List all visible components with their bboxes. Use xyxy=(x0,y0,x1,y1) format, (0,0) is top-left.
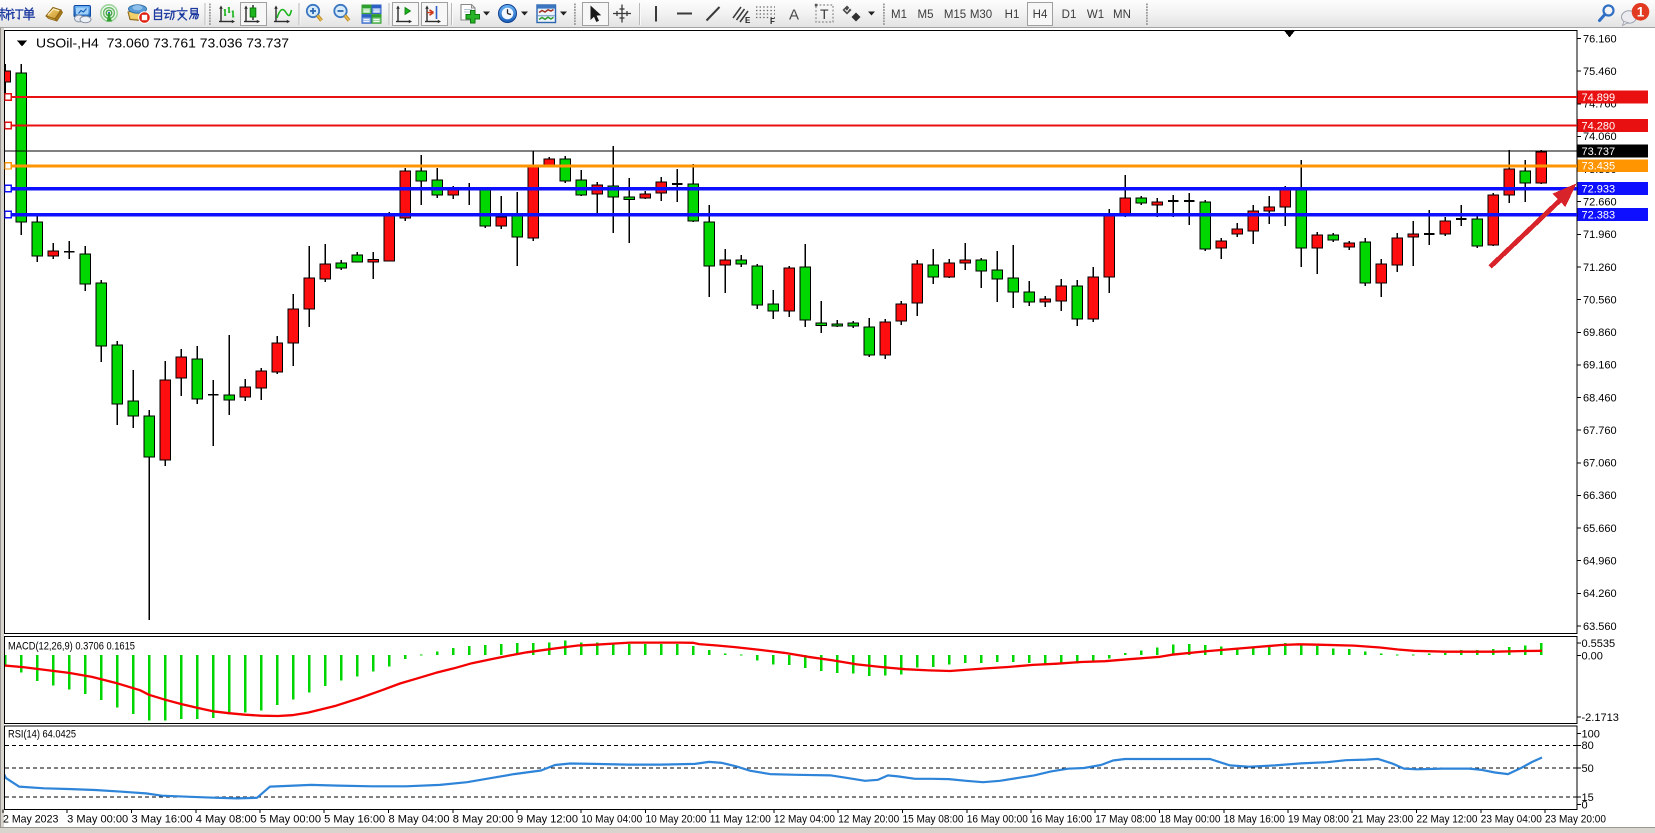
svg-text:A: A xyxy=(789,7,799,24)
svg-text:65.660: 65.660 xyxy=(1583,523,1617,535)
svg-text:23 May 04:00: 23 May 04:00 xyxy=(1481,814,1542,826)
svg-text:M5: M5 xyxy=(918,9,934,21)
svg-text:4 May 08:00: 4 May 08:00 xyxy=(196,814,257,826)
svg-text:18 May 00:00: 18 May 00:00 xyxy=(1160,814,1221,826)
svg-text:D1: D1 xyxy=(1062,9,1077,21)
svg-text:74.280: 74.280 xyxy=(1582,120,1616,132)
svg-text:80: 80 xyxy=(1582,740,1594,752)
svg-text:21 May 23:00: 21 May 23:00 xyxy=(1352,814,1413,826)
svg-text:15: 15 xyxy=(1582,792,1594,804)
svg-text:3 May 00:00: 3 May 00:00 xyxy=(67,814,128,826)
svg-text:12 May 04:00: 12 May 04:00 xyxy=(774,814,835,826)
svg-text:3 May 16:00: 3 May 16:00 xyxy=(132,814,193,826)
svg-text:MACD(12,26,9) 0.3706 0.1615: MACD(12,26,9) 0.3706 0.1615 xyxy=(8,641,135,653)
svg-text:71.960: 71.960 xyxy=(1583,229,1617,241)
svg-text:100: 100 xyxy=(1582,729,1600,741)
svg-text:1: 1 xyxy=(1637,5,1645,20)
svg-text:64.260: 64.260 xyxy=(1583,588,1617,600)
svg-text:17 May 08:00: 17 May 08:00 xyxy=(1095,814,1156,826)
svg-text:74.899: 74.899 xyxy=(1582,92,1616,104)
svg-text:63.560: 63.560 xyxy=(1583,621,1617,633)
svg-text:15 May 08:00: 15 May 08:00 xyxy=(903,814,964,826)
svg-text:RSI(14) 64.0425: RSI(14) 64.0425 xyxy=(8,729,76,741)
svg-text:8 May 20:00: 8 May 20:00 xyxy=(453,814,514,826)
svg-text:19 May 08:00: 19 May 08:00 xyxy=(1288,814,1349,826)
svg-text:16 May 00:00: 16 May 00:00 xyxy=(967,814,1028,826)
svg-text:12 May 20:00: 12 May 20:00 xyxy=(838,814,899,826)
svg-text:M30: M30 xyxy=(970,9,992,21)
svg-text:9 May 12:00: 9 May 12:00 xyxy=(517,814,578,826)
svg-text:0.5535: 0.5535 xyxy=(1582,638,1616,650)
svg-text:73.435: 73.435 xyxy=(1582,161,1616,173)
svg-text:73.737: 73.737 xyxy=(1582,146,1616,158)
svg-text:75.460: 75.460 xyxy=(1583,66,1617,78)
svg-text:18 May 16:00: 18 May 16:00 xyxy=(1224,814,1285,826)
svg-text:22 May 12:00: 22 May 12:00 xyxy=(1417,814,1478,826)
svg-text:76.160: 76.160 xyxy=(1583,33,1617,45)
svg-text:M15: M15 xyxy=(944,9,966,21)
svg-text:F: F xyxy=(770,17,775,26)
svg-text:MN: MN xyxy=(1113,9,1131,21)
svg-text:70.560: 70.560 xyxy=(1583,294,1617,306)
svg-text:67.060: 67.060 xyxy=(1583,458,1617,470)
svg-text:71.260: 71.260 xyxy=(1583,262,1617,274)
svg-text:72.660: 72.660 xyxy=(1583,197,1617,209)
svg-text:23 May 20:00: 23 May 20:00 xyxy=(1545,814,1606,826)
svg-text:8 May 04:00: 8 May 04:00 xyxy=(389,814,450,826)
svg-text:67.760: 67.760 xyxy=(1583,425,1617,437)
svg-text:H4: H4 xyxy=(1033,9,1048,21)
svg-text:68.460: 68.460 xyxy=(1583,392,1617,404)
svg-text:0: 0 xyxy=(1582,799,1588,811)
svg-text:T: T xyxy=(820,6,829,22)
svg-text:5 May 00:00: 5 May 00:00 xyxy=(260,814,321,826)
svg-text:50: 50 xyxy=(1582,763,1594,775)
svg-text:0.00: 0.00 xyxy=(1582,650,1603,662)
svg-text:72.933: 72.933 xyxy=(1582,183,1616,195)
svg-text:69.160: 69.160 xyxy=(1583,360,1617,372)
svg-text:10 May 20:00: 10 May 20:00 xyxy=(646,814,707,826)
svg-text:74.060: 74.060 xyxy=(1583,131,1617,143)
svg-text:M1: M1 xyxy=(891,9,907,21)
svg-text:W1: W1 xyxy=(1087,9,1104,21)
svg-text:16 May 16:00: 16 May 16:00 xyxy=(1031,814,1092,826)
svg-text:66.360: 66.360 xyxy=(1583,490,1617,502)
svg-text:10 May 04:00: 10 May 04:00 xyxy=(581,814,642,826)
svg-text:69.860: 69.860 xyxy=(1583,327,1617,339)
svg-text:64.960: 64.960 xyxy=(1583,556,1617,568)
svg-text:USOil-,H4 73.060 73.761 73.03: USOil-,H4 73.060 73.761 73.036 73.737 xyxy=(36,37,289,51)
svg-text:-2.1713: -2.1713 xyxy=(1582,712,1619,724)
svg-text:5 May 16:00: 5 May 16:00 xyxy=(324,814,385,826)
svg-text:H1: H1 xyxy=(1005,9,1020,21)
svg-text:2 May 2023: 2 May 2023 xyxy=(3,814,58,826)
svg-text:11 May 12:00: 11 May 12:00 xyxy=(710,814,771,826)
svg-text:E: E xyxy=(745,16,751,25)
svg-text:72.383: 72.383 xyxy=(1582,209,1616,221)
